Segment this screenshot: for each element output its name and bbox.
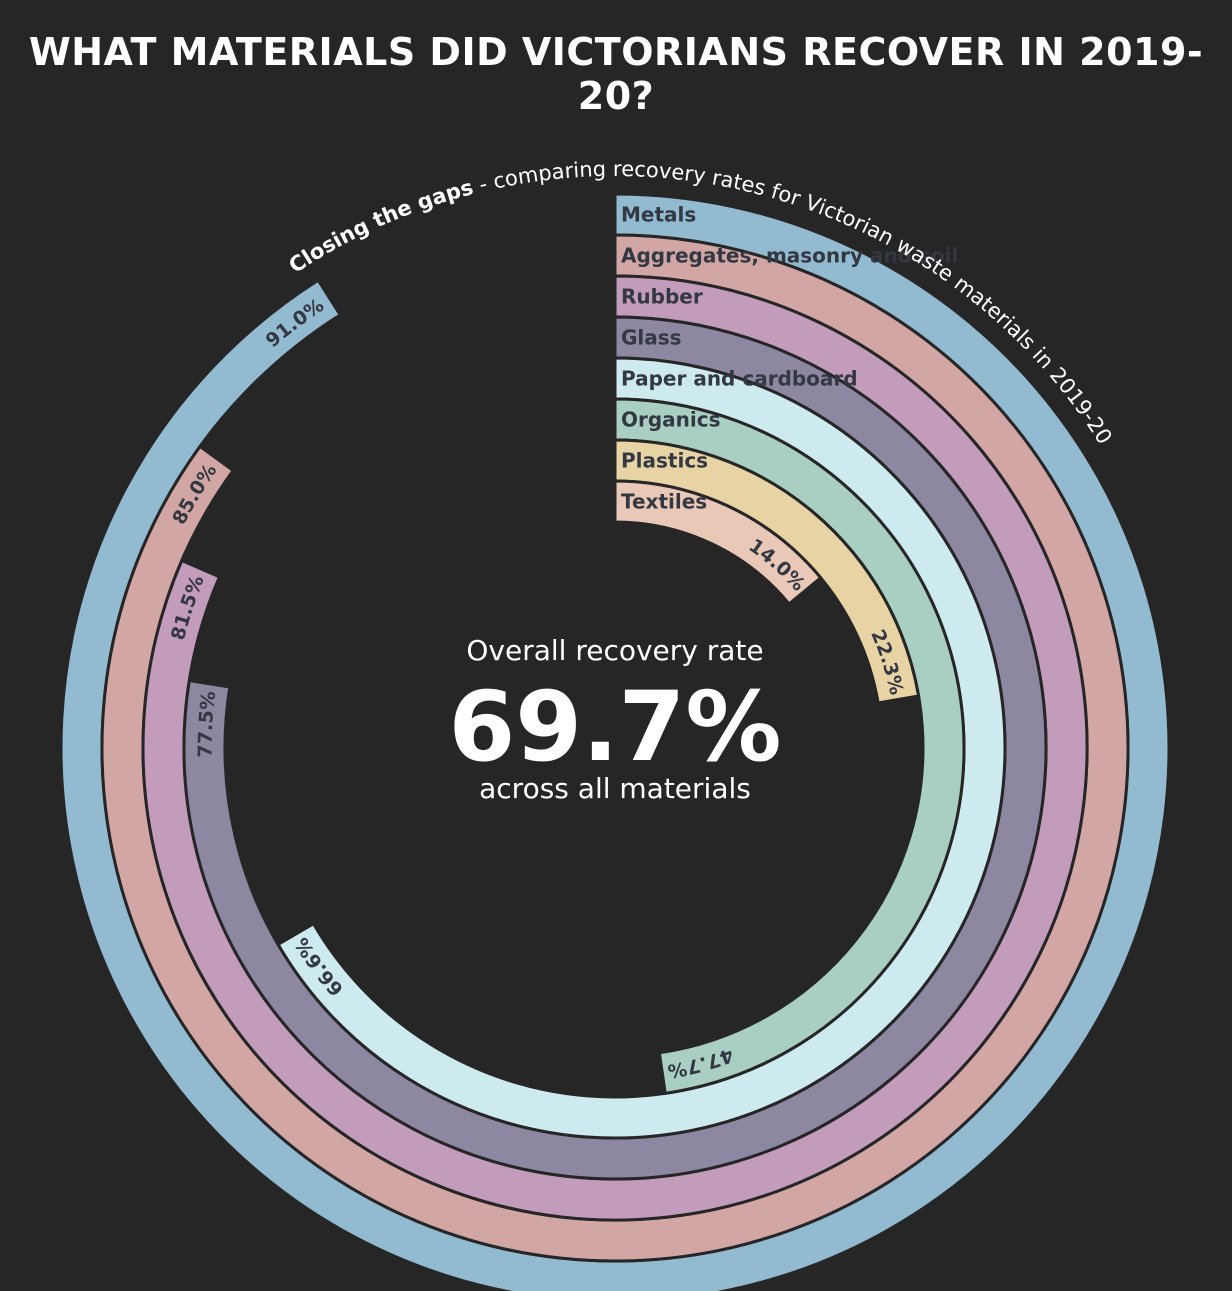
band-label-organics: Organics [621,408,721,432]
band-label-paper-and-cardboard: Paper and cardboard [621,367,858,391]
overall-label: Overall recovery rate [466,634,763,667]
band-label-rubber: Rubber [621,285,703,309]
page-title: WHAT MATERIALS DID VICTORIANS RECOVER IN… [28,30,1204,118]
band-label-textiles: Textiles [621,490,707,514]
subtitle-bold: Closing the gaps [285,175,476,278]
band-label-metals: Metals [621,203,696,227]
overall-value: 69.7% [448,671,781,783]
band-label-plastics: Plastics [621,449,708,473]
center-summary: Overall recovery rate 69.7% across all m… [448,634,781,805]
band-label-aggregates-masonry-and-soil: Aggregates, masonry and soil [621,244,958,268]
band-label-glass: Glass [621,326,682,350]
value-label-glass: 77.5% [194,690,220,758]
overall-caption: across all materials [479,772,751,805]
bands-layer [59,192,1171,1291]
band-textiles [613,479,823,607]
